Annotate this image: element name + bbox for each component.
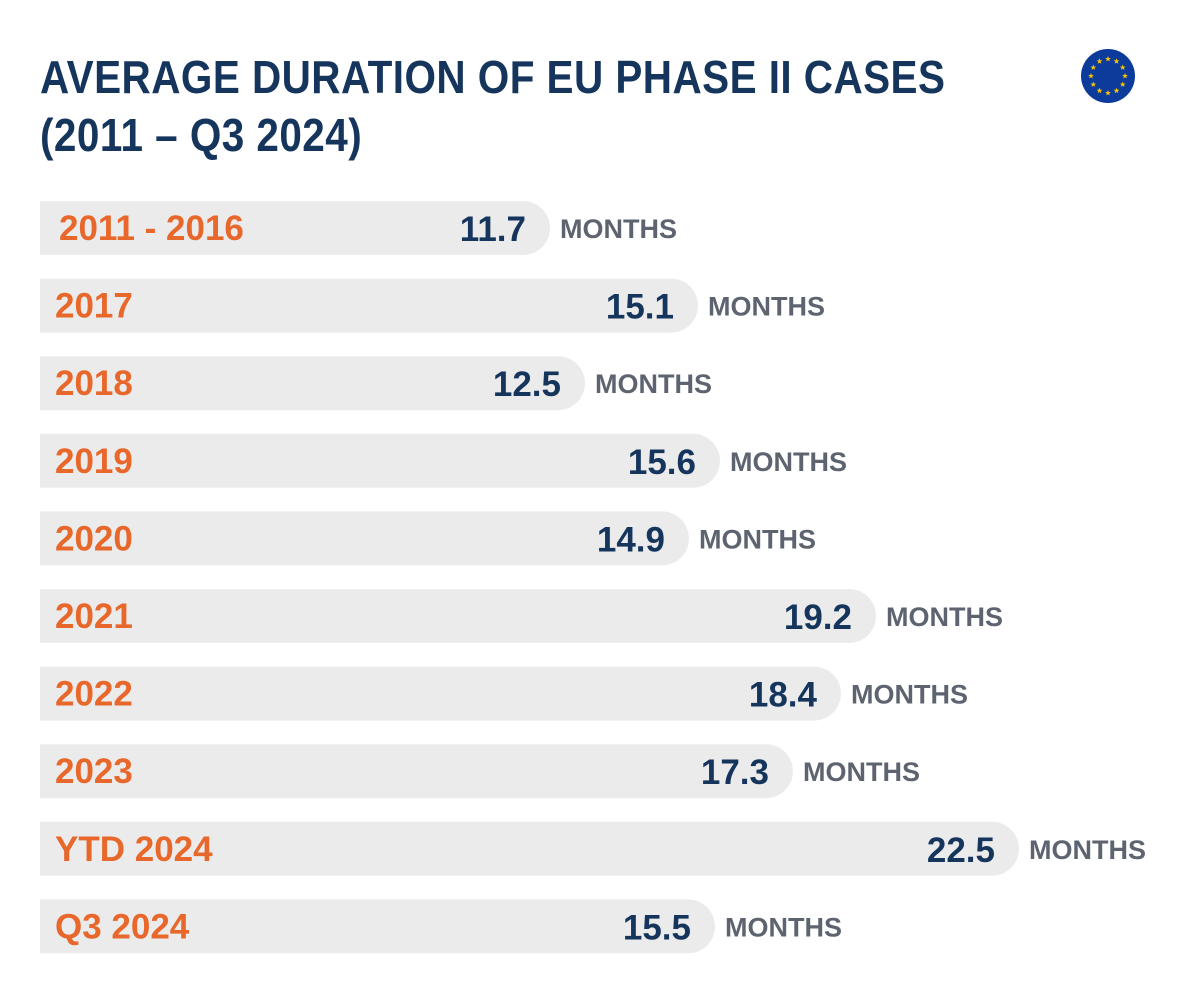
bar-row: Q3 2024 15.5 MONTHS xyxy=(40,899,842,954)
category-label: 2020 xyxy=(55,519,133,558)
value-label: 17.3 xyxy=(701,753,769,792)
unit-label: MONTHS xyxy=(886,602,1003,632)
flag-star xyxy=(1096,58,1103,64)
value-label: 18.4 xyxy=(749,676,818,715)
bar xyxy=(40,511,689,566)
value-label: 15.6 xyxy=(628,443,696,482)
unit-label: MONTHS xyxy=(730,447,847,477)
bar xyxy=(40,744,793,799)
bar xyxy=(40,589,876,643)
unit-label: MONTHS xyxy=(708,292,825,322)
bar xyxy=(40,821,1019,876)
value-label: 19.2 xyxy=(784,598,852,637)
unit-label: MONTHS xyxy=(595,369,712,399)
chart-title-line-2: (2011 – Q3 2024) xyxy=(40,109,363,161)
flag-star xyxy=(1090,81,1097,87)
chart-title-line-1: AVERAGE DURATION OF EU PHASE II CASES xyxy=(40,51,946,103)
bar-row: 2019 15.6 MONTHS xyxy=(40,433,847,488)
bar-row: 2011 - 2016 11.7 MONTHS xyxy=(40,201,677,255)
unit-label: MONTHS xyxy=(725,912,842,942)
category-label: 2017 xyxy=(55,287,133,326)
flag-star xyxy=(1113,58,1120,64)
bar xyxy=(40,278,698,333)
category-label: YTD 2024 xyxy=(55,830,213,869)
bar-row: 2022 18.4 MONTHS xyxy=(40,666,968,721)
unit-label: MONTHS xyxy=(1029,835,1146,865)
unit-label: MONTHS xyxy=(560,214,677,244)
value-label: 22.5 xyxy=(927,831,995,870)
value-label: 12.5 xyxy=(493,365,561,404)
bar xyxy=(40,899,715,954)
bar-row: YTD 2024 22.5 MONTHS xyxy=(40,821,1146,876)
flag-star xyxy=(1105,56,1111,62)
bar xyxy=(40,433,720,488)
category-label: 2018 xyxy=(55,364,133,403)
flag-star xyxy=(1122,73,1128,79)
bar-row: 2023 17.3 MONTHS xyxy=(40,744,920,799)
unit-label: MONTHS xyxy=(803,757,920,787)
flag-star xyxy=(1105,90,1111,96)
category-label: 2022 xyxy=(55,675,133,714)
bar-row: 2017 15.1 MONTHS xyxy=(40,278,825,333)
value-label: 11.7 xyxy=(460,210,526,249)
flag-star xyxy=(1119,81,1126,87)
category-label: 2011 - 2016 xyxy=(59,209,244,248)
value-label: 15.1 xyxy=(606,288,674,327)
value-label: 15.5 xyxy=(623,908,691,947)
unit-label: MONTHS xyxy=(699,524,816,554)
flag-star xyxy=(1113,87,1120,94)
chart-title: AVERAGE DURATION OF EU PHASE II CASES (2… xyxy=(40,48,945,164)
category-label: 2021 xyxy=(55,597,133,636)
bar-row: 2021 19.2 MONTHS xyxy=(40,589,1003,643)
category-label: Q3 2024 xyxy=(55,907,190,946)
flag-star xyxy=(1119,64,1126,70)
flag-star xyxy=(1096,87,1103,94)
eu-flag-icon xyxy=(1081,49,1135,103)
flag-star xyxy=(1088,73,1094,79)
category-label: 2019 xyxy=(55,442,133,481)
unit-label: MONTHS xyxy=(851,680,968,710)
bar xyxy=(40,201,550,255)
bar xyxy=(40,356,585,411)
bar-row: 2018 12.5 MONTHS xyxy=(40,356,712,411)
category-label: 2023 xyxy=(55,752,133,791)
bar xyxy=(40,666,841,721)
bar-row: 2020 14.9 MONTHS xyxy=(40,511,816,566)
value-label: 14.9 xyxy=(597,520,665,559)
flag-star xyxy=(1090,64,1097,70)
